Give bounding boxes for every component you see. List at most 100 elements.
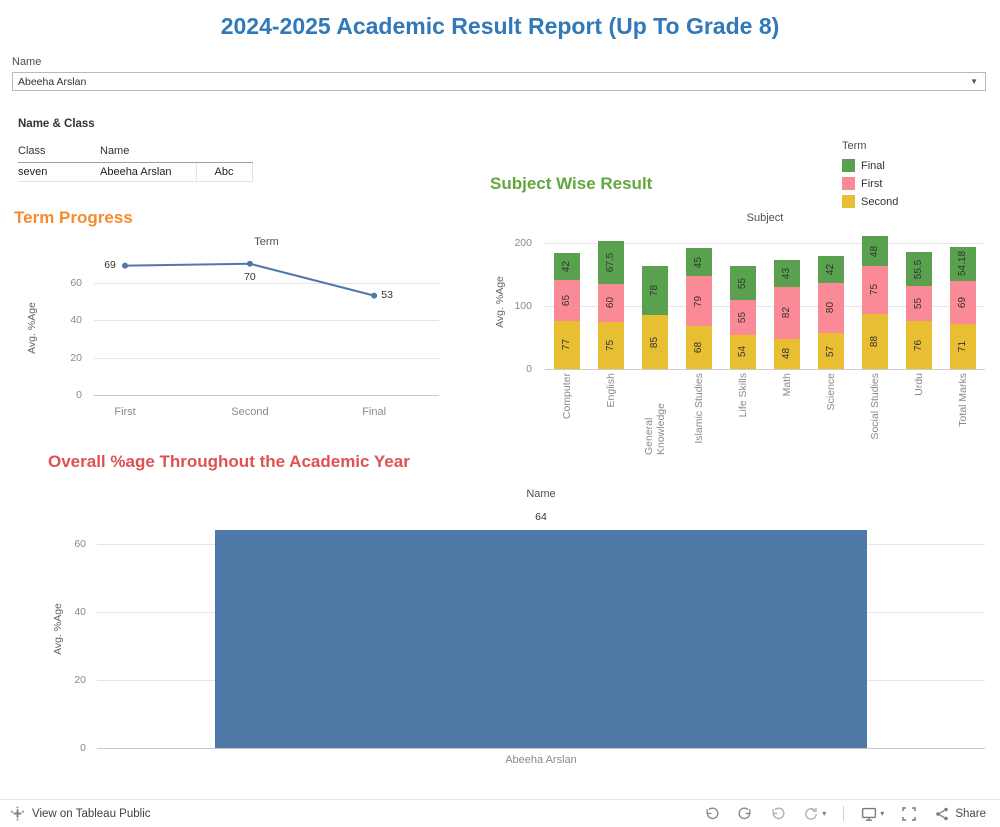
- stacked-bar: 68 79 45: [686, 248, 712, 369]
- x-tick-label: English: [589, 373, 633, 455]
- bar-segment-label: 48: [869, 245, 881, 257]
- legend-label: Second: [861, 195, 899, 208]
- bar-segment-label: 69: [957, 296, 969, 309]
- name-filter-dropdown[interactable]: Abeeha Arslan ▼: [12, 72, 986, 91]
- name-filter-label: Name: [12, 56, 42, 68]
- term-x-labels: First Second Final: [94, 406, 439, 420]
- bar-segment-final[interactable]: 42: [554, 253, 580, 280]
- bar-segment-second[interactable]: 48: [774, 338, 800, 369]
- bar-segment-second[interactable]: 54: [730, 334, 756, 369]
- legend-item-first[interactable]: First: [842, 177, 898, 190]
- legend-item-second[interactable]: Second: [842, 195, 898, 208]
- cell-name[interactable]: Abeeha Arslan: [100, 162, 196, 182]
- bar-segment-final[interactable]: 48: [862, 236, 888, 267]
- bar-segment-label: 76: [913, 339, 925, 351]
- display-caret-icon[interactable]: ▾: [880, 809, 885, 818]
- redo-icon: [738, 806, 751, 819]
- term-progress-chart: Term Avg. %Age 0 20 40 60 69 70 53 First Secon…: [14, 236, 444, 436]
- bar-segment-final[interactable]: 67.5: [598, 241, 624, 284]
- bar-segment-final[interactable]: 42: [818, 256, 844, 283]
- bar-segment-second[interactable]: 75: [598, 321, 624, 369]
- legend-title: Term: [842, 140, 867, 152]
- bar-segment-label: 55: [913, 298, 925, 310]
- gridline: [94, 282, 439, 284]
- y-tick-label: 0: [526, 363, 532, 375]
- overall-chart: Overall %age Throughout the Academic Yea…: [48, 450, 988, 775]
- stacked-bar: 77 65 42: [554, 253, 580, 369]
- refresh-button[interactable]: ▾: [803, 806, 826, 822]
- bar-segment-first[interactable]: 55: [730, 300, 756, 335]
- legend-item-final[interactable]: Final: [842, 159, 898, 172]
- bar-segment-first[interactable]: 75: [862, 266, 888, 314]
- gridline: [94, 395, 439, 396]
- bar-segment-label: 88: [869, 335, 881, 347]
- bar-segment-final[interactable]: 54.18: [950, 246, 976, 281]
- x-tick-label-text: Social Studies: [869, 373, 881, 440]
- term-y-axis-label: Avg. %Age: [26, 301, 39, 354]
- bar-segment-final[interactable]: 55.5: [906, 251, 932, 287]
- x-tick-label-text: Math: [781, 373, 793, 397]
- bar-segment-second[interactable]: 85: [642, 315, 668, 369]
- display-layout-button[interactable]: ▾: [861, 806, 884, 822]
- stacked-bar: 71 69 54.18: [950, 246, 976, 369]
- gridline: [94, 357, 439, 359]
- bar-segment-final[interactable]: 55: [730, 265, 756, 301]
- gridline: [545, 243, 985, 244]
- bar-segment-label: 43: [781, 268, 793, 280]
- bar-segment-second[interactable]: 71: [950, 324, 976, 369]
- fullscreen-button[interactable]: [901, 806, 917, 822]
- x-tick-label: Islamic Studies: [677, 373, 721, 455]
- undo-button[interactable]: [704, 806, 720, 822]
- term-progress-line: [122, 260, 378, 299]
- subject-wise-heading: Subject Wise Result: [490, 174, 653, 193]
- overall-bar[interactable]: [215, 530, 867, 748]
- x-tick-label-text: English: [605, 373, 617, 408]
- reset-button[interactable]: [770, 806, 786, 822]
- bar-segment-label: 54: [737, 346, 749, 358]
- subject-x-labels: Computer English General Knowledge Islamic …: [545, 373, 985, 455]
- refresh-caret-icon[interactable]: ▾: [822, 809, 827, 818]
- overall-plot-area: 64: [97, 510, 985, 749]
- bar-segment-second[interactable]: 68: [686, 326, 712, 369]
- viewer-toolbar: View on Tableau Public: [0, 799, 1000, 827]
- stacked-bar: 57 80 42: [818, 256, 844, 369]
- bar-segment-first[interactable]: 80: [818, 282, 844, 334]
- subject-wise-chart: Term Final First Second Subject Wise Resul…: [490, 140, 990, 455]
- bar-segment-second[interactable]: 57: [818, 333, 844, 369]
- bar-segment-first[interactable]: 79: [686, 276, 712, 327]
- bar-segment-label: 77: [561, 339, 573, 351]
- line-point[interactable]: [246, 260, 253, 267]
- legend-swatch: [842, 159, 855, 172]
- bar-segment-label: 67.5: [605, 252, 617, 273]
- bar-segment-first[interactable]: 82: [774, 287, 800, 339]
- share-button[interactable]: Share: [934, 806, 986, 822]
- bar-segment-first[interactable]: 55: [906, 286, 932, 322]
- bar-segment-second[interactable]: 77: [554, 320, 580, 369]
- view-on-tableau-public-link[interactable]: View on Tableau Public: [10, 806, 151, 821]
- bar-segment-label: 60: [605, 297, 617, 309]
- bar-segment-label: 65: [561, 294, 573, 306]
- cell-measure[interactable]: Abc: [195, 162, 253, 182]
- share-label: Share: [955, 807, 986, 820]
- gridline: [545, 306, 985, 307]
- cell-class[interactable]: seven: [18, 162, 100, 182]
- overall-x-label: Abeeha Arslan: [505, 754, 577, 766]
- legend-items: Final First Second: [842, 159, 898, 208]
- bar-segment-label: 55.5: [913, 259, 925, 279]
- bar-segment-second[interactable]: 88: [862, 313, 888, 369]
- table-row: seven Abeeha Arslan Abc: [18, 162, 253, 182]
- bar-segment-final[interactable]: 78: [642, 266, 668, 316]
- bar-segment-first[interactable]: 60: [598, 283, 624, 322]
- line-point[interactable]: [122, 262, 129, 269]
- stacked-bar: 88 75 48: [862, 236, 888, 369]
- bar-segment-final[interactable]: 43: [774, 260, 800, 288]
- bar-segment-first[interactable]: 65: [554, 279, 580, 321]
- fullscreen-icon: [902, 806, 917, 821]
- line-point[interactable]: [371, 292, 378, 299]
- y-tick-label: 0: [76, 389, 82, 401]
- bar-segment-second[interactable]: 76: [906, 321, 932, 369]
- bar-segment-final[interactable]: 45: [686, 248, 712, 277]
- redo-button[interactable]: [737, 806, 753, 822]
- bar-segment-first[interactable]: 69: [950, 280, 976, 325]
